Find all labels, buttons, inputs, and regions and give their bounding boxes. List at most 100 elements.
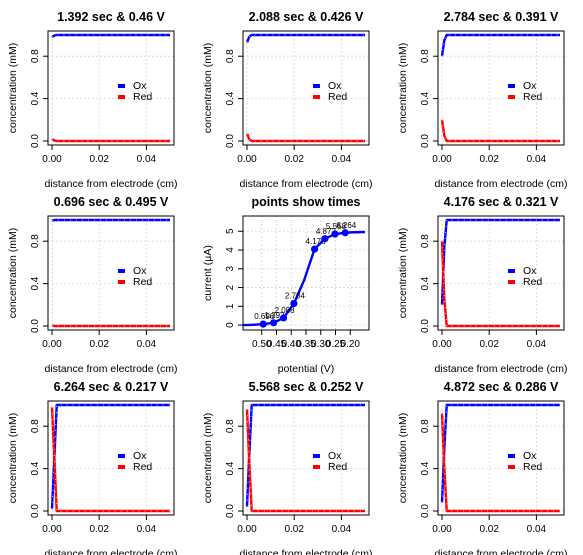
y-tick-label: 0.0 xyxy=(30,504,41,518)
time-point-label: 5.568 xyxy=(326,222,347,231)
series-line-ox xyxy=(51,218,170,222)
y-tick-label: 0.0 xyxy=(30,319,41,333)
y-tick-label: 0.8 xyxy=(225,419,236,433)
x-tick-label: 0.02 xyxy=(479,524,499,535)
y-tick-label: 2 xyxy=(225,284,236,290)
legend-label-red: Red xyxy=(133,91,152,103)
series-markers-red xyxy=(441,413,560,512)
x-tick-label: 0.00 xyxy=(237,524,257,535)
chart-title: 4.176 sec & 0.321 V xyxy=(444,195,559,209)
y-tick-label: 0.0 xyxy=(225,504,236,518)
series-line-ox xyxy=(245,403,365,507)
plot-frame xyxy=(242,30,370,146)
x-tick-label: 0.04 xyxy=(527,154,547,165)
x-tick-label: 0.04 xyxy=(137,524,157,535)
y-tick-label: 0.8 xyxy=(420,234,431,248)
legend-swatch-ox xyxy=(118,84,125,88)
panel-7: 0.00 0.02 0.04 0.0 0.4 0.8 6.264 sec & 0.217 V… xyxy=(7,380,178,555)
x-tick-label: 0.00 xyxy=(432,339,452,350)
plot-frame xyxy=(437,215,565,331)
time-point xyxy=(341,229,349,237)
x-tick-label: 0.25 xyxy=(326,339,346,350)
legend-label-ox: Ox xyxy=(328,450,342,462)
y-tick-label: 0.4 xyxy=(420,91,431,105)
x-tick-label: 0.00 xyxy=(42,154,62,165)
y-tick-label: 0.0 xyxy=(225,134,236,148)
time-point-label: 2.088 xyxy=(275,306,296,315)
y-axis-label: concentration (mM) xyxy=(202,43,214,133)
x-tick-label: 0.02 xyxy=(284,524,304,535)
series-line-red xyxy=(245,409,365,513)
plot-frame xyxy=(47,400,175,516)
y-tick-label: 0.0 xyxy=(420,319,431,333)
legend-label-red: Red xyxy=(523,276,542,288)
y-axis-label: concentration (mM) xyxy=(7,228,19,318)
time-point xyxy=(331,230,339,238)
x-axis-label: distance from electrode (cm) xyxy=(44,363,177,375)
series-line-ox xyxy=(245,33,365,43)
y-tick-label: 0.4 xyxy=(30,91,41,105)
legend-label-ox: Ox xyxy=(133,80,147,92)
legend-swatch-ox xyxy=(508,84,515,88)
series-line-red xyxy=(51,324,170,328)
legend-swatch-red xyxy=(118,95,125,99)
plot-frame xyxy=(242,400,370,516)
series-markers-ox xyxy=(441,404,560,503)
y-tick-label: 0.4 xyxy=(30,276,41,290)
x-tick-label: 0.00 xyxy=(42,339,62,350)
y-axis-label: concentration (mM) xyxy=(7,413,19,503)
x-tick-label: 0.04 xyxy=(137,339,157,350)
legend-label-red: Red xyxy=(328,91,347,103)
panel-9: 0.00 0.02 0.04 0.0 0.4 0.8 4.872 sec & 0.286 V… xyxy=(397,380,568,555)
y-tick-label: 0.4 xyxy=(420,276,431,290)
series-markers-ox xyxy=(51,404,170,509)
series-markers-ox xyxy=(441,219,560,305)
y-axis-label: concentration (mM) xyxy=(397,43,409,133)
series-markers-red xyxy=(441,241,560,327)
legend-swatch-red xyxy=(118,280,125,284)
y-tick-label: 4 xyxy=(225,247,236,253)
x-tick-label: 0.02 xyxy=(89,339,109,350)
time-point-label: 4.176 xyxy=(306,237,327,246)
x-tick-label: 0.02 xyxy=(479,154,499,165)
chart-title: points show times xyxy=(251,195,360,209)
legend-label-ox: Ox xyxy=(133,450,147,462)
chart-title: 2.784 sec & 0.391 V xyxy=(444,10,559,24)
y-tick-label: 0.4 xyxy=(225,91,236,105)
panel-6: 0.00 0.02 0.04 0.0 0.4 0.8 4.176 sec & 0.321 V… xyxy=(397,195,568,375)
y-tick-label: 0.0 xyxy=(420,504,431,518)
time-point-label: 1.392 xyxy=(265,311,286,320)
series-line-current xyxy=(243,230,366,327)
panel-3: 0.00 0.02 0.04 0.0 0.4 0.8 2.784 sec & 0.391 V… xyxy=(397,10,568,190)
x-tick-label: 0.00 xyxy=(432,524,452,535)
y-tick-label: 0.8 xyxy=(30,234,41,248)
series-line-red xyxy=(51,137,170,143)
legend-swatch-red xyxy=(313,95,320,99)
x-tick-label: 0.04 xyxy=(332,154,352,165)
x-axis-label: distance from electrode (cm) xyxy=(239,178,372,190)
y-tick-label: 0.4 xyxy=(420,461,431,475)
series-markers-ox xyxy=(246,404,365,507)
x-axis-label: potential (V) xyxy=(278,363,335,375)
y-tick-label: 0.8 xyxy=(420,49,431,63)
y-axis-label: concentration (mM) xyxy=(397,413,409,503)
y-tick-label: 0.8 xyxy=(30,49,41,63)
x-tick-label: 0.35 xyxy=(296,339,316,350)
x-tick-label: 0.00 xyxy=(432,154,452,165)
x-tick-label: 0.50 xyxy=(252,339,272,350)
x-axis-label: distance from electrode (cm) xyxy=(239,548,372,555)
panel-2: 0.00 0.02 0.04 0.0 0.4 0.8 2.088 sec & 0.426 V… xyxy=(202,10,373,190)
series-markers-red xyxy=(51,407,170,512)
time-point-label: 0.696 xyxy=(254,312,275,321)
legend-label-red: Red xyxy=(523,91,542,103)
series-line-red xyxy=(440,413,560,513)
legend-swatch-red xyxy=(508,95,515,99)
y-tick-label: 0.8 xyxy=(225,49,236,63)
legend-label-ox: Ox xyxy=(328,80,342,92)
series-line-red xyxy=(245,133,365,143)
chart-title: 6.264 sec & 0.217 V xyxy=(54,380,169,394)
legend-swatch-ox xyxy=(508,269,515,273)
series-line-ox xyxy=(50,403,170,509)
series-line-ox xyxy=(440,218,560,305)
